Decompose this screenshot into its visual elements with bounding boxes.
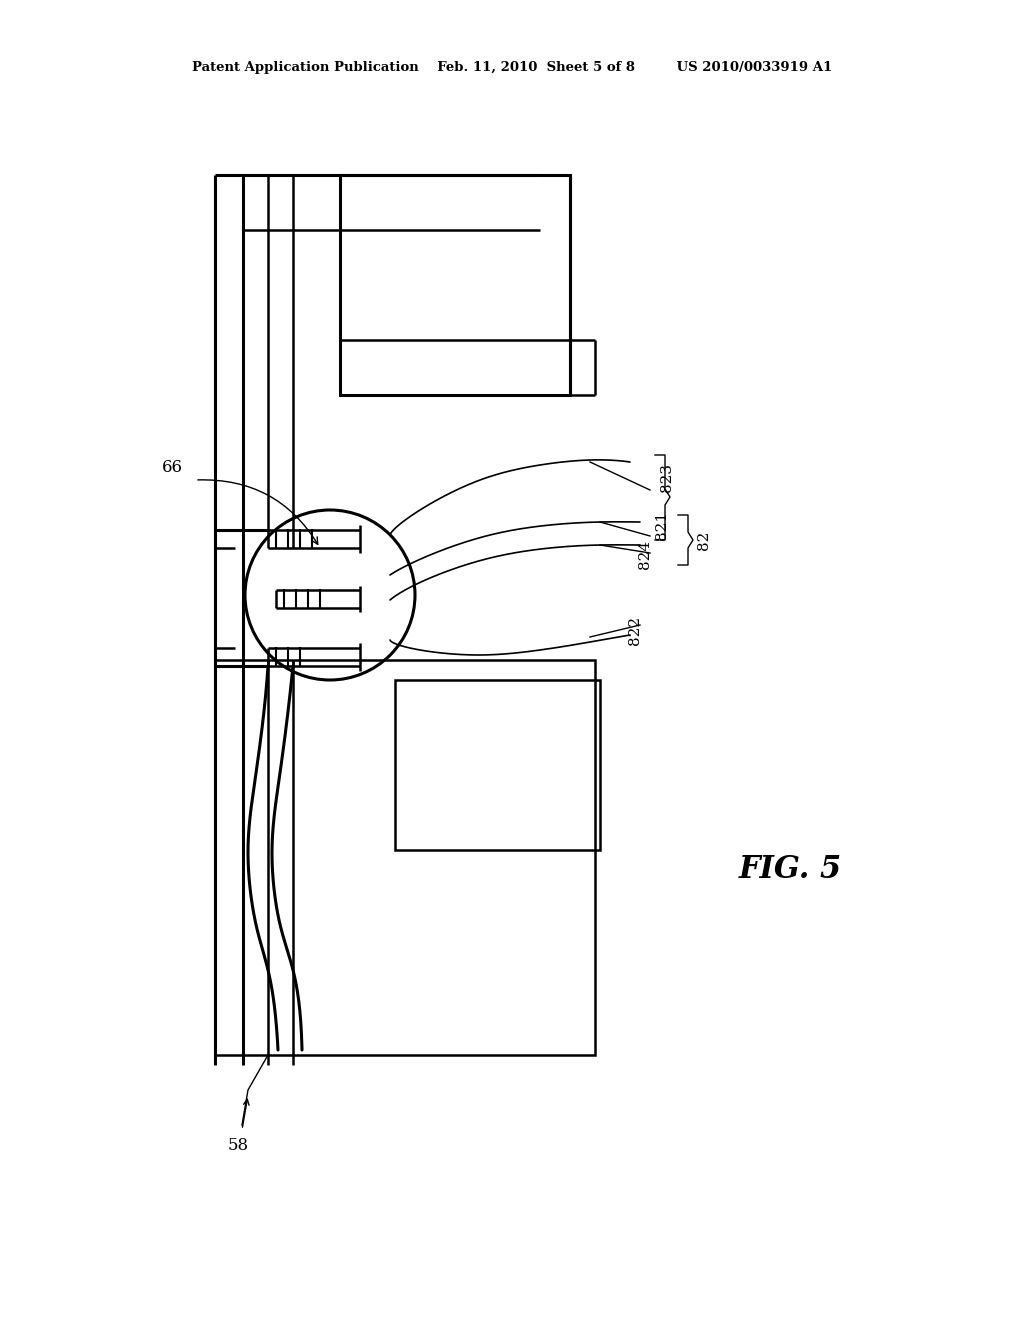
Bar [395,680,600,850]
Text: 821: 821 [655,511,669,540]
Bar [215,660,595,1055]
Text: FIG. 5: FIG. 5 [738,854,842,886]
Text: Patent Application Publication    Feb. 11, 2010  Sheet 5 of 8         US 2010/00: Patent Application Publication Feb. 11, … [191,62,833,74]
Bar [340,176,570,395]
Text: 66: 66 [162,459,182,477]
Text: 824: 824 [638,540,652,569]
Text: 822: 822 [628,615,642,644]
Text: 58: 58 [227,1137,249,1154]
Text: 82: 82 [697,531,711,549]
Text: 823: 823 [660,463,674,492]
